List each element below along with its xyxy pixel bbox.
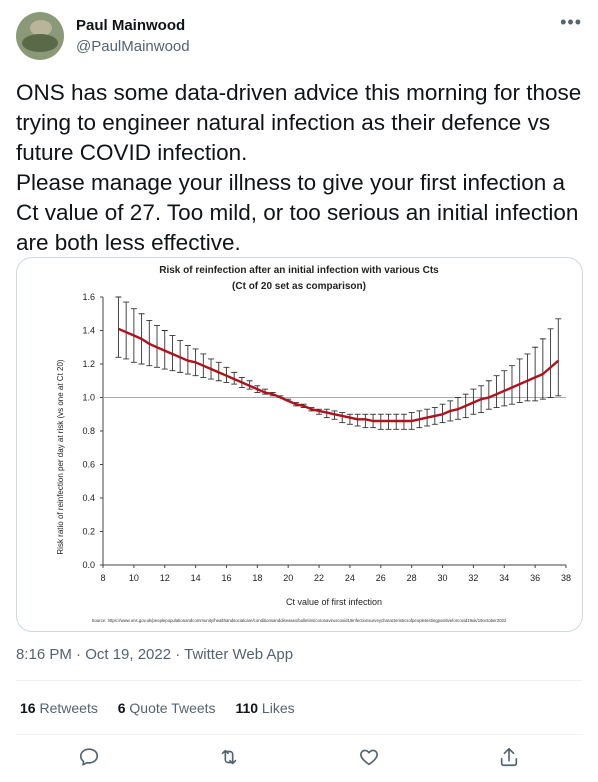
action-bar: [0, 740, 598, 776]
quote-tweets-stat[interactable]: 6 Quote Tweets: [117, 700, 216, 716]
y-tick-label: 0.6: [82, 460, 95, 470]
x-tick-label: 32: [468, 573, 478, 583]
share-icon[interactable]: [498, 746, 522, 770]
author-name[interactable]: Paul Mainwood: [76, 17, 186, 34]
x-tick-label: 22: [314, 573, 324, 583]
like-icon[interactable]: [358, 746, 382, 770]
retweets-stat[interactable]: 16 Retweets: [20, 700, 98, 716]
x-tick-label: 12: [160, 573, 170, 583]
chart-source: Source: https://www.ons.gov.uk/peoplepop…: [92, 618, 507, 623]
x-tick-label: 38: [561, 573, 571, 583]
series-line: [117, 327, 560, 423]
y-tick-label: 1.2: [82, 359, 95, 369]
chart-subtitle: (Ct of 20 set as comparison): [232, 281, 366, 292]
x-tick-label: 26: [376, 573, 386, 583]
x-tick-label: 10: [129, 573, 139, 583]
x-tick-label: 16: [221, 573, 231, 583]
x-tick-label: 36: [530, 573, 540, 583]
y-tick-label: 0.0: [82, 560, 95, 570]
divider: [16, 680, 582, 681]
x-tick-label: 30: [438, 573, 448, 583]
x-axis-label: Ct value of first infection: [286, 597, 382, 607]
x-tick-label: 14: [191, 573, 201, 583]
likes-stat[interactable]: 110 Likes: [235, 700, 295, 716]
tweet-stats: 16 Retweets 6 Quote Tweets 110 Likes: [20, 700, 311, 716]
chart-title: Risk of reinfection after an initial inf…: [159, 265, 439, 276]
tweet-timestamp[interactable]: 8:16 PM · Oct 19, 2022 · Twitter Web App: [16, 646, 294, 663]
x-tick-label: 18: [252, 573, 262, 583]
tweet-text: ONS has some data-driven advice this mor…: [16, 80, 582, 255]
y-axis-label: Risk ratio of reinfection per day at ris…: [56, 359, 65, 555]
x-tick-label: 20: [283, 573, 293, 583]
author-handle[interactable]: @PaulMainwood: [76, 38, 190, 55]
chart-image[interactable]: Risk of reinfection after an initial inf…: [16, 257, 583, 632]
retweet-icon[interactable]: [218, 746, 242, 770]
y-tick-label: 0.8: [82, 426, 95, 436]
x-tick-label: 28: [407, 573, 417, 583]
divider: [16, 734, 582, 735]
y-tick-label: 0.2: [82, 527, 95, 537]
y-tick-label: 1.6: [82, 292, 95, 302]
avatar[interactable]: [16, 12, 64, 60]
x-tick-label: 24: [345, 573, 355, 583]
chart-svg: Risk of reinfection after an initial inf…: [56, 265, 571, 623]
y-tick-label: 1.0: [82, 393, 95, 403]
y-tick-label: 0.4: [82, 493, 95, 503]
x-tick-label: 34: [499, 573, 509, 583]
more-dots-icon[interactable]: •••: [560, 12, 582, 32]
reply-icon[interactable]: [78, 746, 102, 770]
x-tick-label: 8: [100, 573, 105, 583]
y-tick-label: 1.4: [82, 326, 95, 336]
